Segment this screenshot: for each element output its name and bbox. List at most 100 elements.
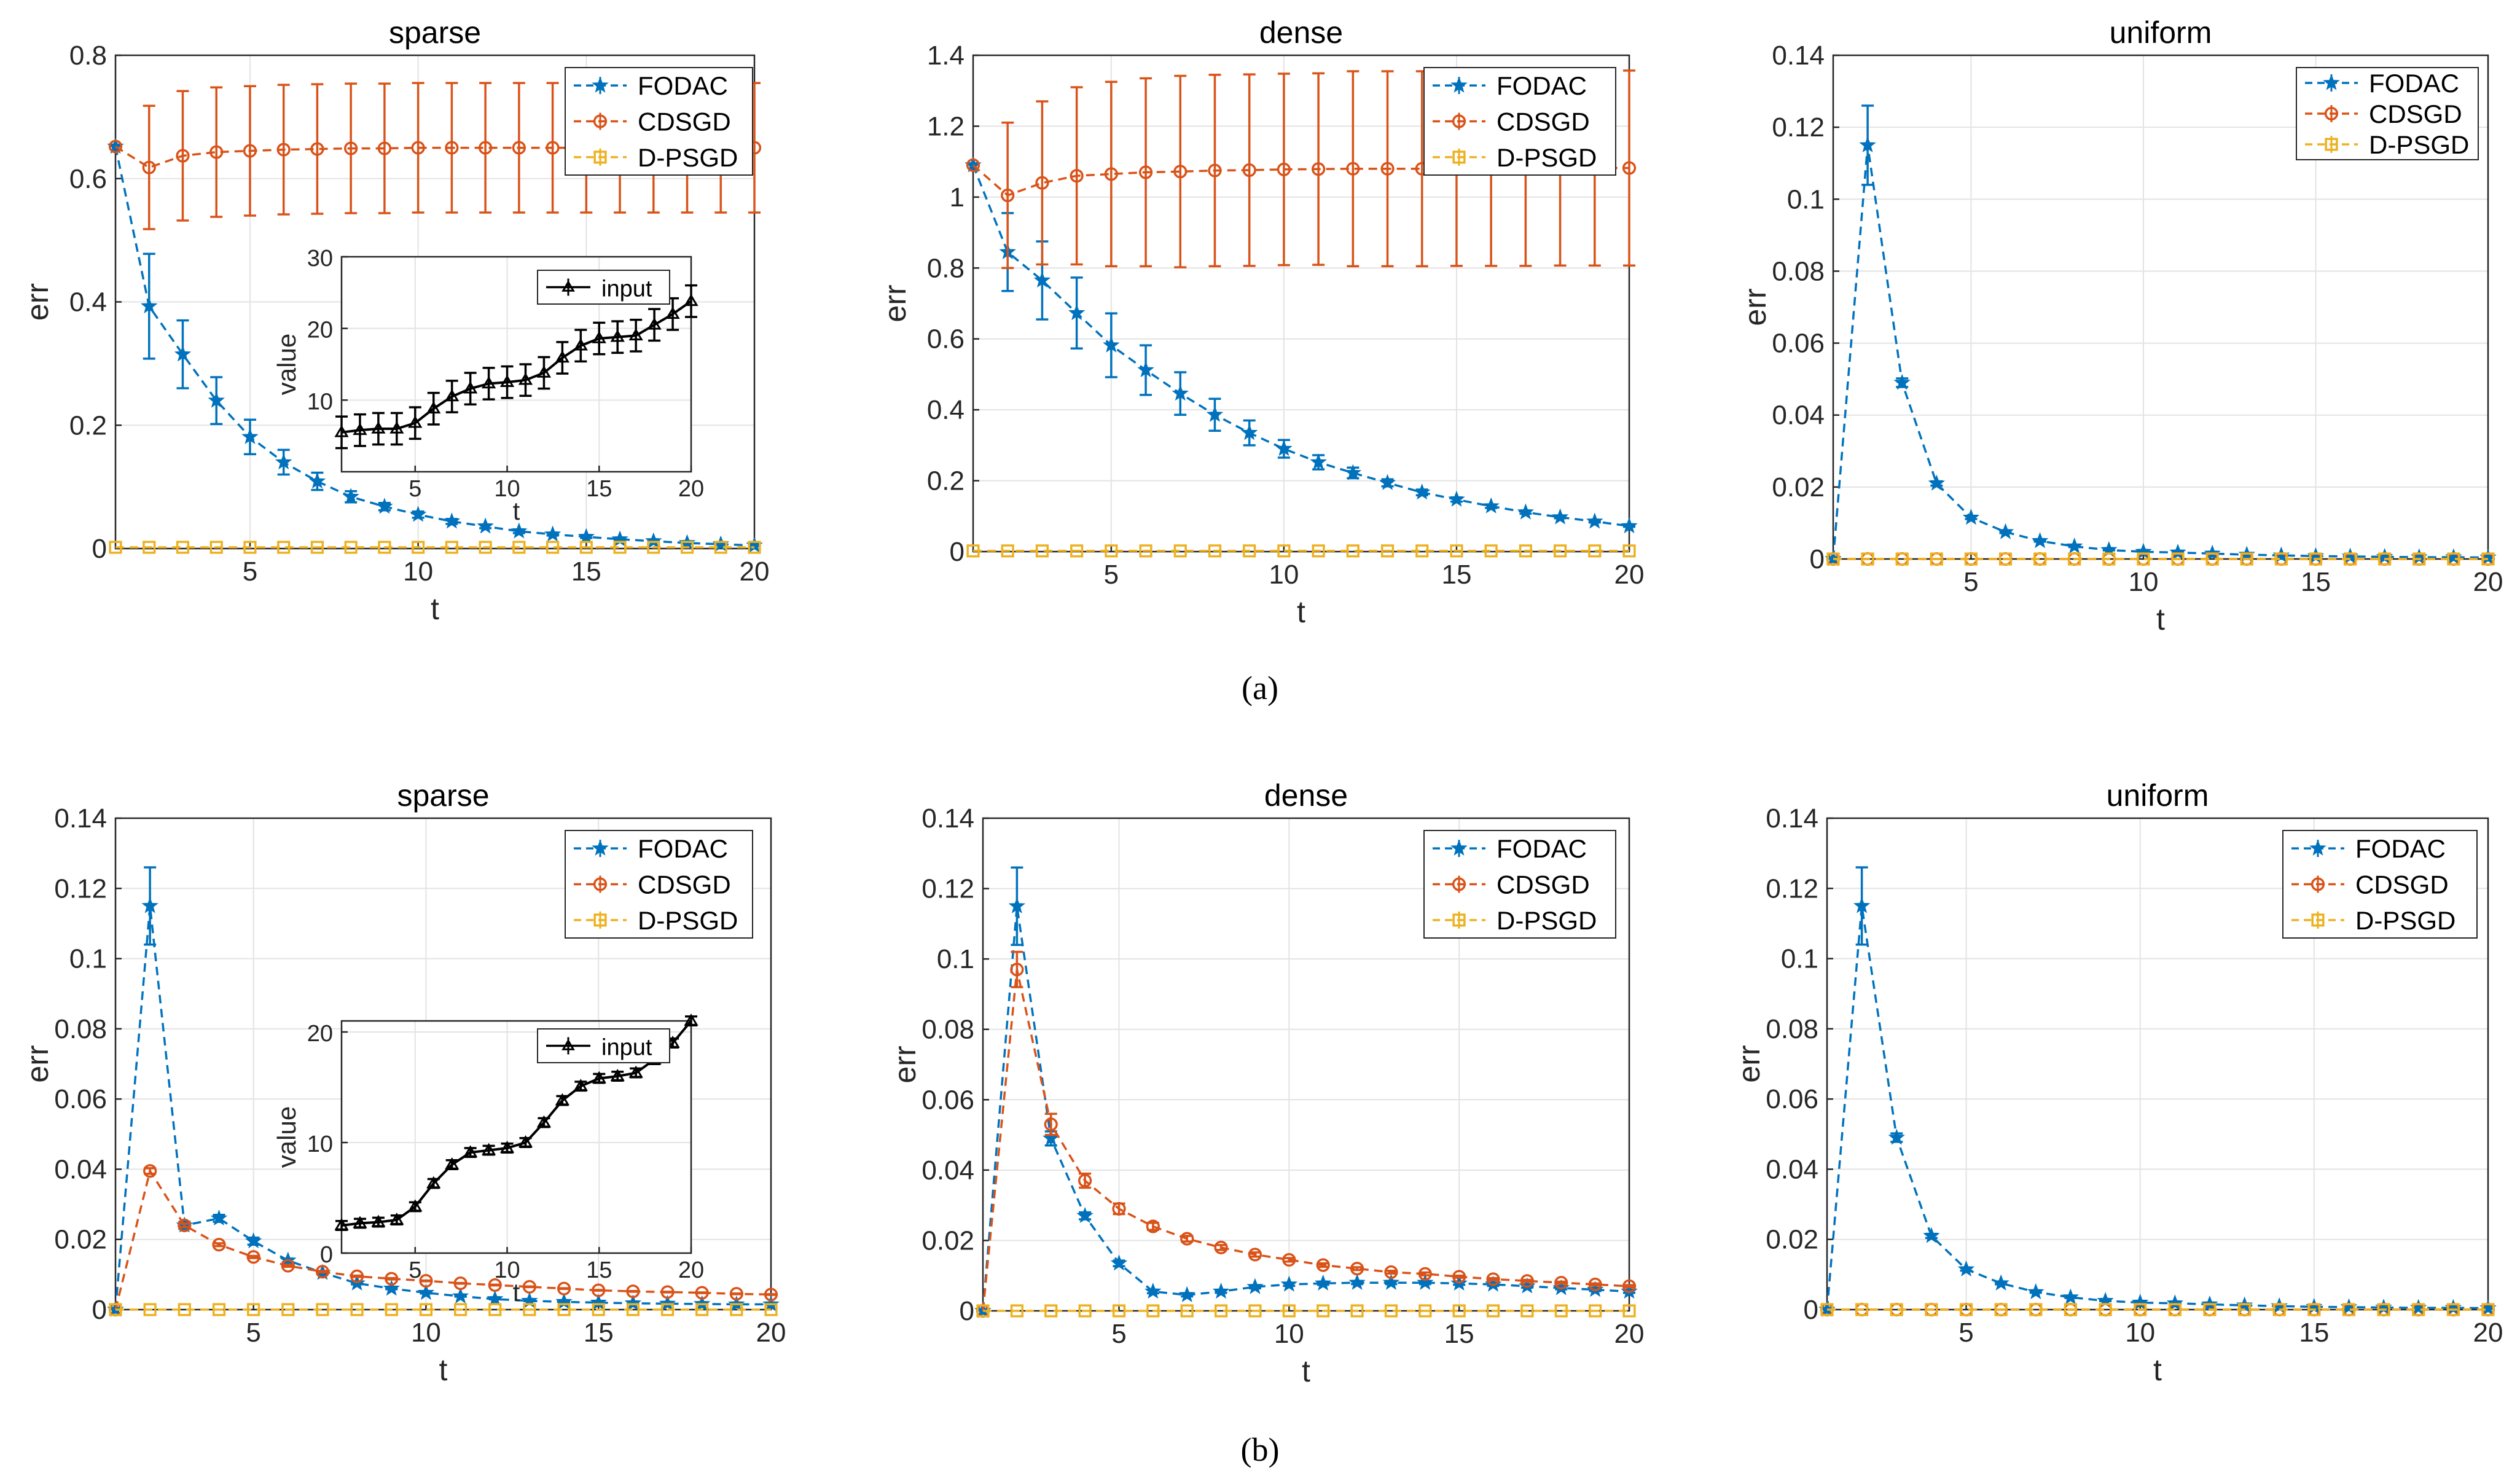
data-point	[212, 1303, 226, 1316]
data-point	[610, 1069, 625, 1081]
data-point	[1452, 1270, 1466, 1284]
data-point	[443, 512, 461, 529]
data-point	[1146, 1219, 1160, 1233]
legend-label: D-PSGD	[2355, 906, 2455, 935]
data-point	[1928, 474, 1946, 491]
data-point	[176, 541, 190, 554]
ytick-label: 0.06	[1772, 329, 1825, 359]
legend-marker	[2309, 839, 2326, 856]
caption-a: (a)	[1242, 670, 1278, 706]
xtick-label: 20	[756, 1318, 786, 1348]
data-point	[1520, 1304, 1534, 1318]
data-point	[1145, 1283, 1162, 1299]
data-point	[241, 428, 259, 444]
data-point	[647, 317, 662, 330]
data-point	[695, 1286, 709, 1300]
ytick-label: 0.12	[54, 873, 107, 904]
xtick-label: 15	[1444, 1319, 1474, 1349]
data-point	[1078, 1173, 1092, 1188]
data-point	[546, 141, 560, 155]
legend-label: D-PSGD	[1497, 143, 1597, 172]
chart-title: sparse	[389, 15, 481, 50]
data-point	[1414, 483, 1431, 500]
data-point	[1448, 490, 1465, 507]
data-point	[371, 1214, 386, 1227]
data-point	[1173, 544, 1187, 558]
data-point	[445, 141, 459, 155]
ytick-label: 1.4	[927, 41, 965, 71]
data-point	[1450, 544, 1463, 558]
data-point	[1482, 497, 1500, 514]
data-point	[344, 141, 358, 155]
data-point	[1076, 1206, 1094, 1223]
data-point	[1350, 1262, 1364, 1276]
data-point	[1415, 544, 1429, 558]
data-point	[452, 1287, 469, 1303]
ytick-label: 0.1	[937, 944, 974, 974]
chart-panel-5: 0 0.02 0.04 0.06 0.08 0.1 0.12 0.14 5 10 15 20 t err d…	[888, 778, 1644, 1388]
data-point	[2029, 1303, 2043, 1316]
data-point	[1380, 544, 1395, 558]
data-point	[2137, 552, 2150, 566]
data-point	[499, 1141, 515, 1153]
data-point	[109, 1303, 122, 1316]
data-point	[592, 331, 606, 343]
data-point	[2134, 1303, 2147, 1316]
ytick-label: 0.04	[54, 1154, 107, 1184]
data-point	[1010, 963, 1024, 977]
xtick-label: 15	[2299, 1318, 2329, 1348]
legend-label: FODAC	[1497, 71, 1587, 100]
legend-marker	[562, 280, 575, 292]
data-point	[174, 345, 192, 362]
data-point	[536, 365, 552, 378]
data-point	[143, 1303, 157, 1316]
data-point	[344, 541, 358, 554]
legend-marker	[592, 839, 609, 856]
data-point	[2169, 544, 2186, 560]
legend-marker	[593, 114, 608, 128]
ytick-label: 20	[307, 1021, 333, 1047]
xtick-label: 10	[494, 1257, 520, 1283]
data-point	[592, 1283, 606, 1297]
data-point	[2062, 1288, 2080, 1305]
xtick-label: 5	[1963, 567, 1978, 597]
data-point	[1384, 1265, 1398, 1280]
data-point	[1622, 161, 1637, 175]
data-point	[660, 1303, 675, 1316]
data-point	[659, 1294, 676, 1311]
data-point	[2237, 1303, 2252, 1316]
data-point	[1997, 523, 2014, 539]
ytick-label: 0.6	[69, 164, 107, 194]
data-point	[2378, 552, 2392, 566]
data-point	[342, 488, 359, 504]
data-point	[2272, 1303, 2286, 1316]
data-point	[1044, 1304, 1058, 1318]
legend-marker	[1452, 114, 1466, 128]
y-axis-label: value	[272, 334, 301, 395]
data-point	[142, 160, 156, 174]
data-point	[2102, 552, 2116, 566]
xtick-label: 10	[2128, 567, 2158, 597]
data-point	[334, 1218, 349, 1230]
data-point	[479, 541, 492, 554]
data-point	[308, 472, 326, 489]
data-point	[245, 1232, 262, 1249]
data-point	[512, 541, 526, 554]
data-point	[1282, 1252, 1296, 1267]
ytick-label: 0.8	[927, 253, 965, 283]
ytick-label: 0.08	[922, 1015, 974, 1045]
panels: 00.20.40.60.85 10 15 20terrsparseFODACCDSGD…	[20, 15, 2503, 1388]
data-point	[2166, 1294, 2184, 1311]
data-point	[426, 1176, 441, 1189]
series-D-PSGD	[976, 1304, 1636, 1318]
data-point	[2171, 552, 2185, 566]
ytick-label: 0.4	[69, 287, 107, 318]
data-point	[1214, 1304, 1228, 1318]
y-axis-label: err	[888, 1045, 922, 1083]
data-point	[350, 1269, 364, 1283]
data-point	[463, 1145, 478, 1157]
data-point	[353, 1216, 367, 1229]
data-point	[1311, 162, 1326, 176]
data-point	[1621, 517, 1638, 534]
